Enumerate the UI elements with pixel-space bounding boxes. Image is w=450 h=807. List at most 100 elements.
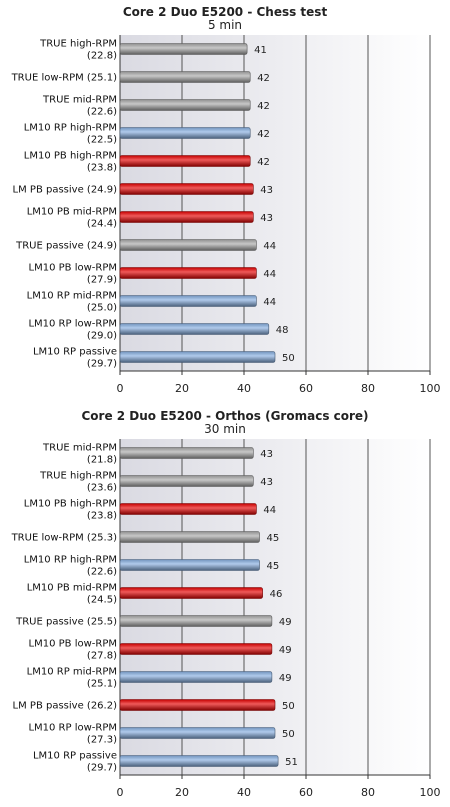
bar (119, 727, 276, 739)
category-label: LM10 RP high-RPM (24, 555, 117, 566)
category-label: LM10 PB mid-RPM (27, 583, 117, 594)
bar (119, 267, 257, 279)
bar (119, 643, 273, 655)
bar (119, 351, 276, 363)
data-label: 42 (257, 101, 270, 112)
data-label: 51 (285, 757, 298, 768)
x-tick-label: 0 (117, 786, 124, 799)
category-label: TRUE passive (24.9) (15, 241, 117, 252)
category-label: (25.1) (87, 679, 117, 690)
category-label: LM10 RP passive (33, 751, 117, 762)
category-label: TRUE high-RPM (39, 471, 117, 482)
data-label: 46 (270, 589, 283, 600)
category-label: TRUE low-RPM (25.3) (11, 533, 118, 544)
bar (119, 587, 263, 599)
bar (119, 559, 260, 571)
data-label: 44 (263, 241, 276, 252)
x-tick-label: 60 (299, 786, 313, 799)
data-label: 41 (254, 45, 267, 56)
category-label: (29.7) (87, 359, 117, 370)
bar (119, 211, 254, 223)
category-label: LM10 PB mid-RPM (27, 207, 117, 218)
data-label: 42 (257, 73, 270, 84)
category-label: (21.8) (87, 455, 117, 466)
x-tick-label: 40 (237, 786, 251, 799)
data-label: 48 (276, 325, 289, 336)
category-label: LM10 PB low-RPM (29, 639, 117, 650)
category-label: LM10 RP low-RPM (28, 319, 117, 330)
bar (119, 239, 257, 251)
bar (119, 71, 251, 83)
category-label: LM PB passive (24.9) (13, 185, 118, 196)
category-label: (24.4) (87, 219, 117, 230)
category-label: (25.0) (87, 303, 117, 314)
x-tick-label: 80 (361, 786, 375, 799)
category-label: (22.6) (87, 107, 117, 118)
category-label: (23.8) (87, 163, 117, 174)
category-label: LM10 PB high-RPM (24, 499, 117, 510)
data-label: 43 (260, 213, 273, 224)
x-tick-label: 60 (299, 382, 313, 395)
x-tick-label: 20 (175, 382, 189, 395)
category-label: TRUE mid-RPM (42, 443, 117, 454)
data-label: 49 (279, 645, 292, 656)
data-label: 45 (267, 533, 280, 544)
bar (119, 127, 251, 139)
data-label: 44 (263, 269, 276, 280)
chart-title: Core 2 Duo E5200 - Chess test (123, 5, 328, 19)
category-label: LM10 RP passive (33, 347, 117, 358)
bar (119, 531, 260, 543)
category-label: (29.7) (87, 763, 117, 774)
bar (119, 615, 273, 627)
data-label: 45 (267, 561, 280, 572)
category-label: (22.6) (87, 567, 117, 578)
data-label: 43 (260, 449, 273, 460)
category-label: TRUE high-RPM (39, 39, 117, 50)
category-label: (23.8) (87, 511, 117, 522)
category-label: LM10 PB high-RPM (24, 151, 117, 162)
data-label: 42 (257, 157, 270, 168)
x-tick-label: 80 (361, 382, 375, 395)
bar (119, 323, 270, 335)
bar (119, 99, 251, 111)
bar (119, 295, 257, 307)
bar (119, 699, 276, 711)
chart-svg-orthos: Core 2 Duo E5200 - Orthos (Gromacs core)… (11, 409, 441, 799)
x-tick-label: 100 (420, 382, 441, 395)
bar (119, 447, 254, 459)
data-label: 44 (263, 505, 276, 516)
data-label: 43 (260, 185, 273, 196)
chart-chess-test: Core 2 Duo E5200 - Chess test 5 min 0 20 40 6… (0, 0, 450, 403)
category-label: (22.8) (87, 51, 117, 62)
category-label: LM10 RP mid-RPM (27, 667, 117, 678)
category-label: LM PB passive (26.2) (13, 701, 118, 712)
category-label: TRUE mid-RPM (42, 95, 117, 106)
category-label: LM10 PB low-RPM (29, 263, 117, 274)
bar (119, 183, 254, 195)
category-label: (22.5) (87, 135, 117, 146)
category-label: TRUE passive (25.5) (15, 617, 117, 628)
chart-title: Core 2 Duo E5200 - Orthos (Gromacs core) (81, 409, 368, 423)
category-label: LM10 RP mid-RPM (27, 291, 117, 302)
category-label: LM10 RP low-RPM (28, 723, 117, 734)
bar (119, 755, 279, 767)
category-label: (27.9) (87, 275, 117, 286)
bar (119, 43, 248, 55)
category-label: TRUE low-RPM (25.1) (11, 73, 118, 84)
category-label: (27.8) (87, 651, 117, 662)
data-label: 43 (260, 477, 273, 488)
category-label: (29.0) (87, 331, 117, 342)
x-tick-label: 0 (117, 382, 124, 395)
x-tick-label: 20 (175, 786, 189, 799)
x-tick-label: 40 (237, 382, 251, 395)
data-label: 44 (263, 297, 276, 308)
data-label: 50 (282, 701, 295, 712)
bar (119, 671, 273, 683)
data-label: 49 (279, 617, 292, 628)
plot-area (120, 35, 430, 371)
bar (119, 503, 257, 515)
x-tick-label: 100 (420, 786, 441, 799)
chart-orthos-test: Core 2 Duo E5200 - Orthos (Gromacs core)… (0, 404, 450, 807)
data-label: 50 (282, 353, 295, 364)
